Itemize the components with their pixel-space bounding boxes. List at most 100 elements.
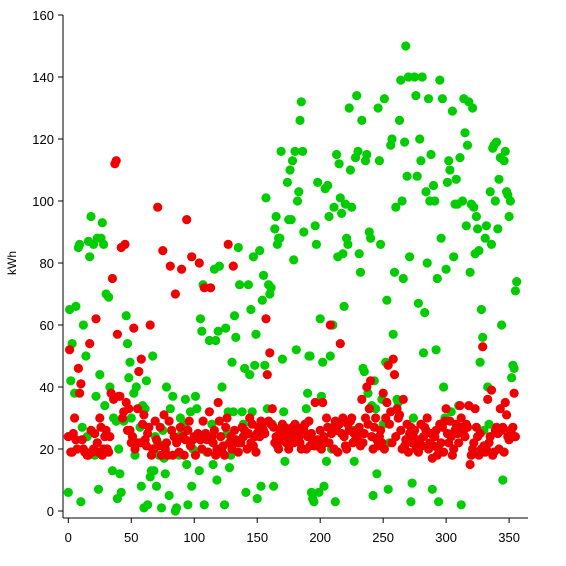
data-point xyxy=(383,360,393,370)
data-point xyxy=(502,410,512,420)
data-point xyxy=(121,311,131,321)
data-point xyxy=(183,425,193,435)
data-point xyxy=(124,373,134,383)
data-point xyxy=(180,435,190,445)
data-point xyxy=(371,404,381,414)
data-point xyxy=(285,165,295,175)
data-point xyxy=(366,376,376,386)
data-point xyxy=(71,435,81,445)
data-point xyxy=(229,311,240,321)
data-point xyxy=(107,466,117,476)
data-point xyxy=(160,469,170,479)
data-point xyxy=(418,348,429,358)
data-point xyxy=(168,391,178,401)
data-point xyxy=(376,239,386,249)
data-point xyxy=(347,202,357,212)
data-point xyxy=(125,357,135,367)
data-point xyxy=(480,233,490,243)
data-point xyxy=(335,193,345,203)
data-point xyxy=(165,404,175,414)
data-point xyxy=(126,413,136,423)
data-point xyxy=(261,193,271,203)
data-point xyxy=(66,376,76,386)
x-tick-label: 200 xyxy=(309,530,331,545)
data-point xyxy=(408,413,418,423)
data-point xyxy=(291,345,301,355)
data-point xyxy=(187,481,197,491)
data-point xyxy=(318,357,328,367)
x-axis-ticks: 0 50 100 150 200 250 300 350 xyxy=(65,518,520,545)
data-point xyxy=(105,432,115,442)
data-point xyxy=(405,252,415,262)
data-point xyxy=(339,301,349,311)
y-tick-label: 40 xyxy=(40,380,54,395)
data-point xyxy=(256,481,266,491)
data-point xyxy=(309,497,319,507)
data-point xyxy=(437,94,447,104)
data-point xyxy=(347,413,357,423)
data-point xyxy=(484,419,494,429)
data-point xyxy=(368,490,378,501)
data-point xyxy=(321,413,332,423)
data-point xyxy=(260,428,270,439)
data-point xyxy=(248,252,258,262)
data-point xyxy=(329,202,339,212)
data-point xyxy=(366,233,376,243)
data-point xyxy=(227,357,237,367)
data-point xyxy=(122,339,133,349)
data-point xyxy=(485,187,495,197)
data-point xyxy=(203,447,213,457)
data-point xyxy=(266,283,276,293)
data-point xyxy=(95,370,105,380)
data-point xyxy=(65,345,75,355)
data-point xyxy=(198,416,208,426)
data-point xyxy=(382,295,392,305)
data-point xyxy=(402,171,412,181)
data-point xyxy=(335,339,345,349)
data-point xyxy=(194,258,204,268)
data-point xyxy=(170,289,180,299)
x-tick-label: 100 xyxy=(183,530,205,545)
data-point xyxy=(292,196,303,206)
data-point xyxy=(449,444,459,454)
data-point xyxy=(391,202,401,212)
data-point xyxy=(498,422,508,432)
data-point xyxy=(410,425,420,435)
data-point xyxy=(100,401,110,411)
data-point xyxy=(456,413,466,423)
data-point xyxy=(145,320,155,330)
data-point xyxy=(299,227,309,237)
y-tick-label: 80 xyxy=(40,256,54,271)
y-tick-label: 60 xyxy=(40,318,54,333)
data-point xyxy=(384,419,395,429)
data-point xyxy=(165,261,175,271)
data-point xyxy=(150,416,160,426)
data-point xyxy=(115,469,125,479)
data-point xyxy=(115,391,125,401)
data-point xyxy=(490,196,500,206)
data-point xyxy=(255,246,265,256)
data-point xyxy=(251,447,261,457)
data-point xyxy=(260,360,270,370)
data-point xyxy=(406,497,416,507)
data-point xyxy=(371,413,381,423)
data-point xyxy=(372,469,382,479)
data-point xyxy=(383,484,393,494)
data-point xyxy=(97,218,107,228)
data-point xyxy=(194,466,204,476)
data-point xyxy=(301,404,311,414)
data-point xyxy=(252,494,262,504)
data-point xyxy=(483,394,493,404)
data-point xyxy=(95,413,105,423)
data-point xyxy=(447,106,457,116)
data-point xyxy=(246,304,256,315)
data-point xyxy=(357,115,367,125)
data-point xyxy=(305,351,315,361)
data-point xyxy=(422,413,432,423)
data-point xyxy=(286,215,296,225)
data-point xyxy=(99,239,109,249)
data-point xyxy=(509,388,519,398)
data-point xyxy=(149,466,159,476)
data-point xyxy=(397,196,407,206)
y-tick-label: 100 xyxy=(32,194,54,209)
